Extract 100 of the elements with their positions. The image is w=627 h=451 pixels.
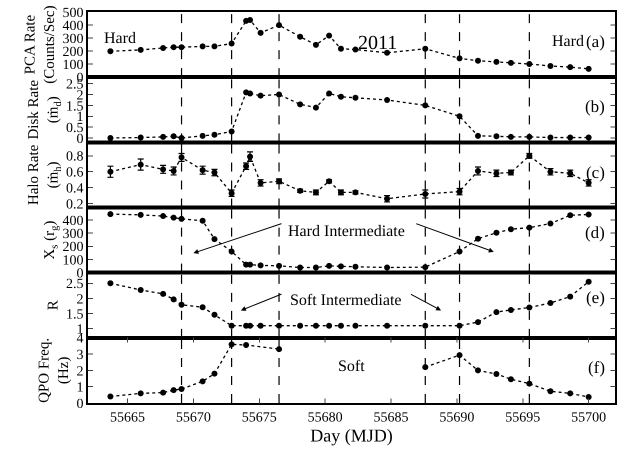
point [297, 264, 304, 271]
point [338, 94, 344, 100]
y-tick-label: 3 [76, 348, 84, 364]
y-tick-label: 0.6 [66, 166, 84, 181]
point [228, 128, 235, 134]
point [547, 62, 554, 69]
point [170, 387, 177, 394]
point [160, 134, 166, 140]
y-tick-label: 100 [62, 58, 84, 74]
point [352, 322, 358, 329]
y-tick-label: 0.4 [66, 182, 84, 197]
point [178, 44, 185, 50]
point [586, 66, 592, 72]
x-tick-label: 55700 [571, 410, 606, 426]
annotation: Soft Intermediate [290, 292, 402, 309]
point [243, 342, 250, 348]
point [338, 46, 344, 52]
y-tick-label: 1.5 [66, 307, 84, 322]
point [384, 96, 390, 103]
point [526, 61, 532, 67]
point [138, 46, 144, 53]
point [138, 162, 144, 168]
point [170, 133, 177, 140]
point [493, 133, 500, 140]
point [384, 264, 390, 271]
x-tick-label: 55675 [242, 410, 277, 426]
point [200, 43, 206, 50]
point [200, 378, 206, 384]
point [474, 58, 481, 64]
point [474, 132, 481, 139]
point [567, 212, 574, 218]
annotation: (b) [585, 97, 605, 116]
point [493, 58, 500, 65]
y-tick-label: 0.8 [66, 150, 84, 165]
point [211, 370, 218, 377]
y-tick-label: 2 [76, 292, 84, 308]
point [211, 312, 218, 318]
point [586, 394, 592, 400]
point [547, 300, 554, 306]
y-tick-label: 100 [62, 253, 84, 268]
point [258, 92, 264, 99]
point [107, 168, 114, 175]
point [384, 322, 390, 329]
point [178, 386, 185, 392]
annotation: Hard [104, 30, 136, 47]
point [138, 286, 144, 293]
point [276, 92, 282, 98]
point [493, 230, 500, 236]
x-tick-label: 55685 [374, 410, 409, 426]
point [211, 132, 218, 138]
point [508, 134, 514, 140]
annotation: Hard [552, 33, 584, 50]
point [228, 322, 235, 329]
point [228, 40, 235, 47]
point [474, 236, 481, 242]
y-axis-title: R [46, 300, 62, 310]
point [493, 309, 500, 316]
point [474, 319, 481, 326]
x-axis-title: Day (MJD) [310, 426, 393, 446]
point [160, 290, 166, 297]
point [384, 50, 390, 56]
point [107, 134, 114, 141]
point [258, 30, 264, 36]
x-tick-label: 55665 [110, 410, 146, 426]
point [326, 262, 332, 269]
y-tick-label: 400 [62, 214, 84, 229]
point [258, 322, 264, 329]
annotation: (d) [585, 223, 605, 242]
point [160, 44, 166, 51]
point [170, 296, 177, 302]
y-tick-label: 500 [62, 6, 84, 21]
point [247, 16, 254, 23]
point [567, 134, 574, 141]
point [160, 213, 166, 220]
point [326, 322, 332, 329]
point [138, 134, 144, 141]
point [276, 322, 282, 329]
annotation: (e) [586, 288, 605, 307]
point [178, 302, 185, 308]
point [297, 34, 304, 40]
point [338, 263, 344, 270]
y-tick-label: 400 [62, 18, 84, 34]
y-tick-label: 300 [62, 32, 84, 47]
point [276, 346, 282, 352]
point [211, 43, 218, 50]
point [586, 278, 592, 285]
point [508, 376, 514, 382]
y-tick-label: 300 [62, 227, 84, 242]
point [326, 32, 332, 39]
point [456, 322, 463, 329]
point [247, 90, 254, 96]
point [312, 264, 319, 271]
point [160, 390, 166, 396]
point [138, 390, 144, 396]
point [200, 304, 206, 310]
point [547, 220, 554, 227]
point [567, 294, 574, 300]
point [200, 218, 206, 224]
y-tick-label: 2 [76, 364, 84, 380]
point [422, 322, 428, 329]
